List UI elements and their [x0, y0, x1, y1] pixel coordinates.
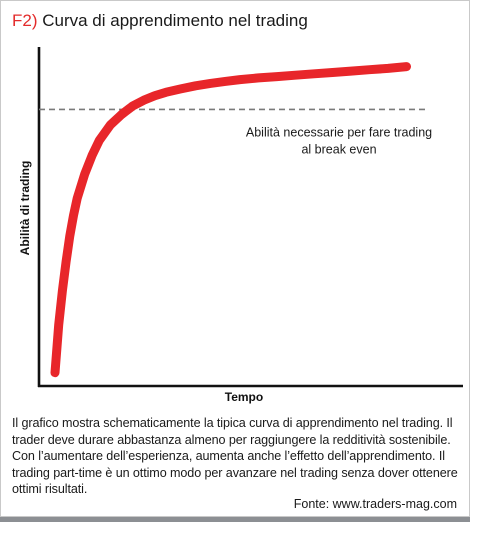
x-axis-label: Tempo	[225, 390, 263, 404]
figure-panel: F2) Curva di apprendimento nel trading A…	[0, 0, 470, 517]
learning-curve-line	[50, 62, 411, 378]
break-even-label-line-1: Abilità necessarie per fare trading	[246, 125, 432, 139]
y-axis-label: Abilità di trading	[18, 161, 32, 256]
figure-caption: Il grafico mostra schematicamente la tip…	[12, 416, 458, 496]
source-credit: Fonte: www.traders-mag.com	[293, 497, 457, 511]
break-even-label-line-2: al break even	[301, 142, 376, 156]
bottom-rule	[0, 517, 470, 522]
figure-title: Curva di apprendimento nel trading	[42, 11, 308, 30]
chart-title: F2) Curva di apprendimento nel trading	[12, 11, 308, 31]
figure-label: F2)	[12, 11, 38, 30]
chart-plot: Abilità necessarie per fare trading al b…	[18, 47, 463, 404]
